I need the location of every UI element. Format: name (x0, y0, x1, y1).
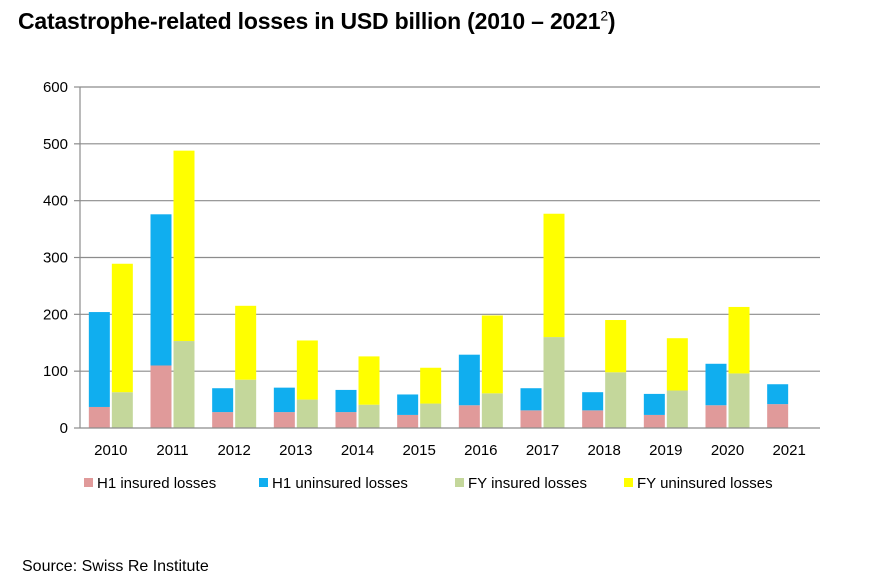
bar-h1-uninsured-losses-2010 (88, 312, 110, 407)
legend-label: H1 insured losses (97, 475, 216, 492)
x-tick-label: 2016 (464, 442, 497, 459)
bar-fy-uninsured-losses-2020 (728, 306, 750, 374)
bar-fy-uninsured-losses-2014 (358, 356, 380, 405)
chart-title-close: ) (607, 8, 616, 34)
bar-h1-insured-losses-2016 (458, 405, 480, 428)
x-tick-label: 2018 (587, 442, 620, 459)
bar-fy-insured-losses-2015 (420, 403, 442, 428)
y-tick-label: 600 (43, 79, 68, 96)
x-tick-label: 2015 (402, 442, 435, 459)
x-tick-label: 2010 (94, 442, 127, 459)
y-tick-label: 400 (43, 193, 68, 210)
bar-fy-uninsured-losses-2017 (543, 213, 565, 338)
legend-label: H1 uninsured losses (272, 475, 408, 492)
bar-h1-insured-losses-2012 (212, 412, 234, 428)
bar-h1-uninsured-losses-2017 (520, 388, 542, 411)
bar-fy-uninsured-losses-2011 (173, 150, 195, 342)
bar-fy-insured-losses-2018 (605, 372, 627, 428)
y-tick-label: 100 (43, 363, 68, 380)
legend-label: FY uninsured losses (637, 475, 773, 492)
y-tick-label: 500 (43, 136, 68, 153)
legend-swatch (84, 478, 93, 487)
x-tick-label: 2021 (772, 442, 805, 459)
bar-h1-uninsured-losses-2012 (212, 388, 234, 413)
x-tick-label: 2013 (279, 442, 312, 459)
x-tick-label: 2017 (526, 442, 559, 459)
bar-h1-insured-losses-2014 (335, 412, 357, 428)
x-tick-label: 2020 (711, 442, 744, 459)
bar-h1-uninsured-losses-2020 (705, 363, 727, 406)
bar-h1-insured-losses-2011 (150, 365, 172, 428)
bar-fy-uninsured-losses-2015 (420, 367, 442, 404)
chart-title-text: Catastrophe-related losses in USD billio… (18, 8, 601, 34)
bars (88, 150, 789, 428)
y-tick-label: 0 (60, 420, 68, 437)
bar-h1-uninsured-losses-2015 (397, 394, 419, 415)
legend-swatch (624, 478, 633, 487)
bar-fy-insured-losses-2010 (111, 392, 133, 428)
y-tick-label: 300 (43, 250, 68, 267)
bar-h1-insured-losses-2019 (643, 414, 665, 428)
bar-fy-uninsured-losses-2012 (235, 305, 257, 380)
bar-h1-uninsured-losses-2014 (335, 389, 357, 413)
bar-fy-uninsured-losses-2018 (605, 320, 627, 373)
bar-h1-insured-losses-2013 (273, 412, 295, 428)
legend: H1 insured losses H1 uninsured losses FY i… (84, 475, 773, 492)
bar-h1-uninsured-losses-2011 (150, 214, 172, 366)
x-tick-label: 2012 (217, 442, 250, 459)
bar-h1-uninsured-losses-2018 (582, 392, 604, 411)
bar-fy-uninsured-losses-2016 (481, 315, 503, 394)
x-tick-label: 2014 (341, 442, 374, 459)
bar-fy-insured-losses-2016 (481, 393, 503, 428)
gridlines (80, 86, 820, 372)
bar-fy-uninsured-losses-2010 (111, 263, 133, 393)
bar-fy-insured-losses-2012 (235, 379, 257, 428)
x-tick-label: 2019 (649, 442, 682, 459)
chart-title: Catastrophe-related losses in USD billio… (18, 7, 616, 35)
bar-h1-uninsured-losses-2021 (767, 384, 789, 405)
bar-h1-insured-losses-2020 (705, 405, 727, 428)
legend-swatch (259, 478, 268, 487)
bar-fy-insured-losses-2014 (358, 404, 380, 428)
bar-h1-uninsured-losses-2019 (643, 393, 665, 415)
axes: 0 100 200 300 400 500 600 2010 2011 2012 2013 2014 2… (43, 79, 820, 459)
bar-h1-insured-losses-2021 (767, 404, 789, 428)
bar-fy-insured-losses-2011 (173, 341, 195, 428)
bar-fy-uninsured-losses-2013 (296, 340, 318, 400)
bar-fy-insured-losses-2013 (296, 399, 318, 428)
bar-h1-insured-losses-2018 (582, 410, 604, 428)
bar-fy-insured-losses-2020 (728, 373, 750, 428)
bar-fy-insured-losses-2017 (543, 337, 565, 428)
source-note: Source: Swiss Re Institute (22, 558, 209, 575)
bar-h1-insured-losses-2010 (88, 406, 110, 428)
bar-h1-insured-losses-2017 (520, 410, 542, 428)
x-tick-label: 2011 (156, 442, 188, 459)
bar-h1-uninsured-losses-2016 (458, 354, 480, 406)
bar-fy-insured-losses-2019 (666, 390, 688, 428)
chart-title-superscript: 2 (600, 7, 608, 24)
legend-swatch (455, 478, 464, 487)
bar-h1-insured-losses-2015 (397, 414, 419, 428)
bar-h1-uninsured-losses-2013 (273, 387, 295, 413)
legend-label: FY insured losses (468, 475, 587, 492)
y-tick-label: 200 (43, 306, 68, 323)
bar-fy-uninsured-losses-2019 (666, 338, 688, 391)
